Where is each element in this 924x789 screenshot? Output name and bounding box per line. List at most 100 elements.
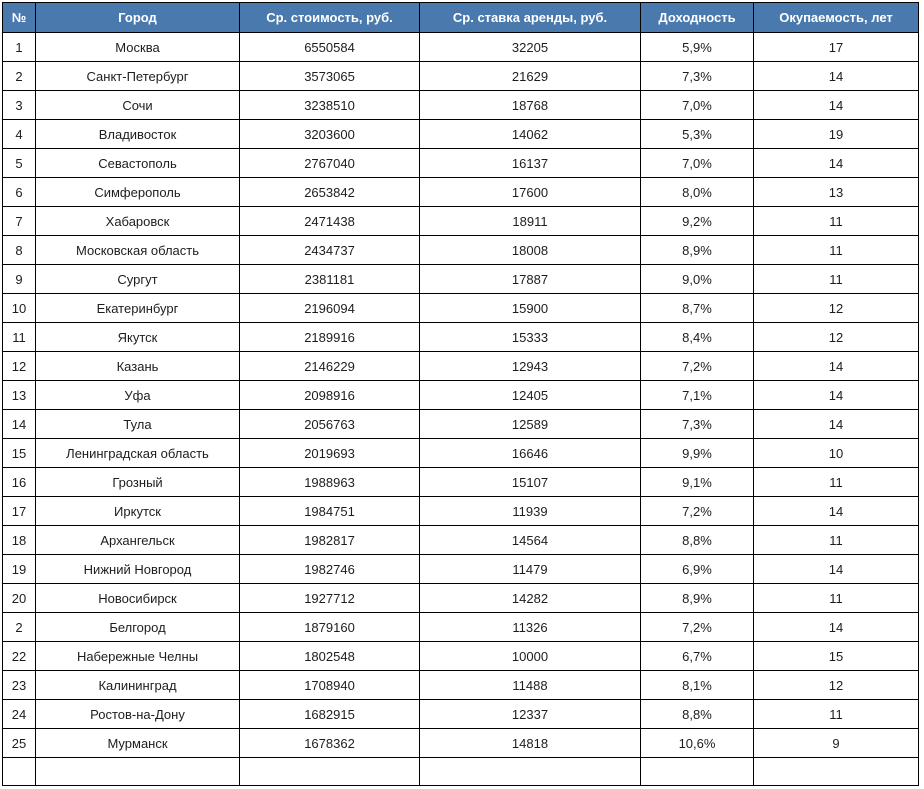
- table-cell: 24: [2, 699, 36, 729]
- table-cell: 22: [2, 641, 36, 671]
- table-cell: Тула: [35, 409, 240, 439]
- table-cell: Нижний Новгород: [35, 554, 240, 584]
- table-row: 20 Новосибирск 1927712 14282 8,9% 11: [2, 583, 919, 613]
- table-cell: 8,8%: [640, 525, 754, 555]
- table-cell: 9,0%: [640, 264, 754, 294]
- table-cell: 21629: [419, 61, 641, 91]
- table-cell: 15: [2, 438, 36, 468]
- table-row: 13 Уфа 2098916 12405 7,1% 14: [2, 380, 919, 410]
- table-cell: Мурманск: [35, 728, 240, 758]
- column-header: Доходность: [640, 2, 754, 33]
- table-cell: 15107: [419, 467, 641, 497]
- column-header: Окупаемость, лет: [753, 2, 919, 33]
- table-cell: 8,4%: [640, 322, 754, 352]
- column-header: Ср. ставка аренды, руб.: [419, 2, 641, 33]
- table-cell: Казань: [35, 351, 240, 381]
- table-cell: 11: [753, 583, 919, 613]
- table-cell: 7,3%: [640, 61, 754, 91]
- table-cell: 2434737: [239, 235, 420, 265]
- table-cell: 8,9%: [640, 235, 754, 265]
- table-row: 15 Ленинградская область 2019693 16646 9,9% 1…: [2, 438, 919, 468]
- table-cell: 11939: [419, 496, 641, 526]
- table-cell: 2019693: [239, 438, 420, 468]
- table-row: 8 Московская область 2434737 18008 8,9% 11: [2, 235, 919, 265]
- table-cell: 1802548: [239, 641, 420, 671]
- table-cell: Новосибирск: [35, 583, 240, 613]
- table-cell: Владивосток: [35, 119, 240, 149]
- table-cell: 7,0%: [640, 148, 754, 178]
- table-cell: 18911: [419, 206, 641, 236]
- table-cell: 11: [753, 264, 919, 294]
- table-cell: 23: [2, 670, 36, 700]
- table-cell: 14: [753, 90, 919, 120]
- table-cell: Сургут: [35, 264, 240, 294]
- table-cell: 8,0%: [640, 177, 754, 207]
- table-cell: 14: [753, 380, 919, 410]
- table-cell: 8: [2, 235, 36, 265]
- table-cell: 1708940: [239, 670, 420, 700]
- table-cell: 17600: [419, 177, 641, 207]
- table-cell: 3: [2, 90, 36, 120]
- table-row: 1 Москва 6550584 32205 5,9% 17: [2, 32, 919, 62]
- table-cell: Ростов-на-Дону: [35, 699, 240, 729]
- table-cell: 9,2%: [640, 206, 754, 236]
- table-cell: Москва: [35, 32, 240, 62]
- table-cell: 16137: [419, 148, 641, 178]
- table-cell: 11479: [419, 554, 641, 584]
- table-row: 5 Севастополь 2767040 16137 7,0% 14: [2, 148, 919, 178]
- table-row: 7 Хабаровск 2471438 18911 9,2% 11: [2, 206, 919, 236]
- table-cell: 14: [753, 61, 919, 91]
- column-header: №: [2, 2, 36, 33]
- table-cell: 17: [753, 32, 919, 62]
- column-header: Ср. стоимость, руб.: [239, 2, 420, 33]
- table-row: 23 Калининград 1708940 11488 8,1% 12: [2, 670, 919, 700]
- table-cell: [239, 757, 420, 786]
- table-cell: 16646: [419, 438, 641, 468]
- table-cell: Иркутск: [35, 496, 240, 526]
- table-cell: 2653842: [239, 177, 420, 207]
- table-cell: 9,9%: [640, 438, 754, 468]
- table-cell: 17: [2, 496, 36, 526]
- table-cell: Уфа: [35, 380, 240, 410]
- table-cell: 10: [753, 438, 919, 468]
- table-cell: 7,2%: [640, 612, 754, 642]
- table-cell: 3238510: [239, 90, 420, 120]
- table-row: 6 Симферополь 2653842 17600 8,0% 13: [2, 177, 919, 207]
- table-cell: 7,0%: [640, 90, 754, 120]
- table-cell: [753, 757, 919, 786]
- table-row: 2 Белгород 1879160 11326 7,2% 14: [2, 612, 919, 642]
- table-cell: 1: [2, 32, 36, 62]
- table-row: 24 Ростов-на-Дону 1682915 12337 8,8% 11: [2, 699, 919, 729]
- table-cell: 19: [753, 119, 919, 149]
- table-cell: 1988963: [239, 467, 420, 497]
- table-cell: Якутск: [35, 322, 240, 352]
- table-cell: [419, 757, 641, 786]
- table-cell: Набережные Челны: [35, 641, 240, 671]
- table-cell: 7,3%: [640, 409, 754, 439]
- table-cell: 8,9%: [640, 583, 754, 613]
- table-cell: Симферополь: [35, 177, 240, 207]
- table-cell: 5,3%: [640, 119, 754, 149]
- table-cell: 5: [2, 148, 36, 178]
- table-row: 10 Екатеринбург 2196094 15900 8,7% 12: [2, 293, 919, 323]
- table-cell: 14: [2, 409, 36, 439]
- table-cell: 3203600: [239, 119, 420, 149]
- table-cell: 12: [2, 351, 36, 381]
- table-cell: 12943: [419, 351, 641, 381]
- table-cell: 11488: [419, 670, 641, 700]
- table-cell: 1982746: [239, 554, 420, 584]
- partial-table-row: [2, 757, 919, 786]
- table-cell: 1982817: [239, 525, 420, 555]
- table-cell: 12589: [419, 409, 641, 439]
- table-cell: 15900: [419, 293, 641, 323]
- table-cell: 6: [2, 177, 36, 207]
- table-cell: [2, 757, 36, 786]
- table-cell: 12: [753, 322, 919, 352]
- table-cell: 14564: [419, 525, 641, 555]
- table-cell: Калининград: [35, 670, 240, 700]
- table-cell: Сочи: [35, 90, 240, 120]
- table-cell: 1879160: [239, 612, 420, 642]
- table-cell: Грозный: [35, 467, 240, 497]
- table-cell: 32205: [419, 32, 641, 62]
- table-cell: 18: [2, 525, 36, 555]
